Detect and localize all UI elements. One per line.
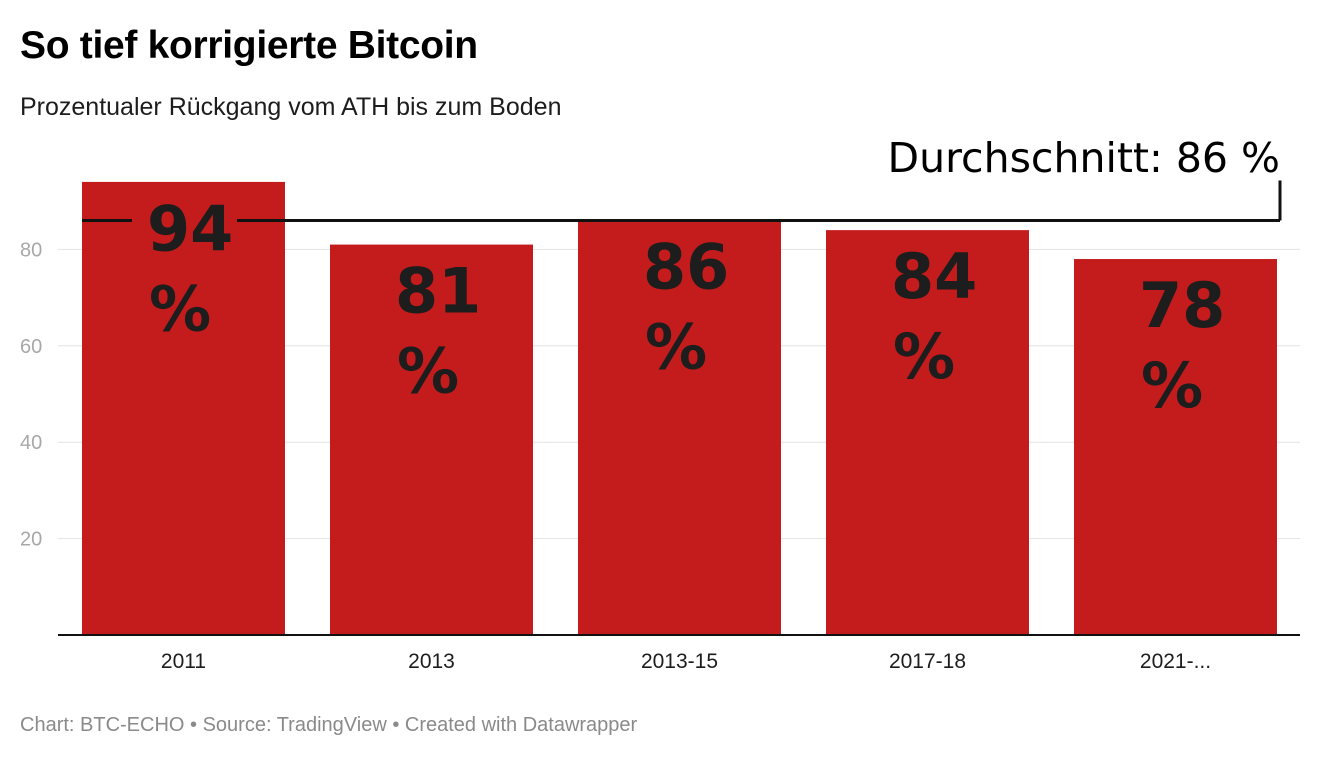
bar-2011 bbox=[82, 181, 285, 636]
value-label-2017-18: 84% bbox=[891, 240, 977, 393]
bar-2013 bbox=[330, 244, 533, 635]
chart-subtitle: Prozentualer Rückgang vom ATH bis zum Bo… bbox=[20, 93, 562, 121]
value-label-2013-15: 86% bbox=[643, 230, 729, 383]
y-tick-label-80: 80 bbox=[20, 239, 42, 261]
x-tick-label-2013: 2013 bbox=[408, 650, 455, 673]
bar-2013-15 bbox=[578, 220, 781, 636]
average-annotation-label: Durchschnitt: 86 % bbox=[888, 134, 1280, 182]
x-tick-label-2017-18: 2017-18 bbox=[889, 650, 966, 673]
x-tick-label-2013-15: 2013-15 bbox=[641, 650, 718, 673]
y-tick-label-40: 40 bbox=[20, 432, 42, 454]
chart-footer-credit: Chart: BTC-ECHO • Source: TradingView • … bbox=[20, 714, 638, 736]
value-label-2013: 81% bbox=[395, 255, 481, 408]
value-labels: 94% 81 % 86 % 84 % 78% bbox=[147, 192, 1225, 422]
chart-title: So tief korrigierte Bitcoin bbox=[20, 24, 478, 67]
x-tick-label-2011: 2011 bbox=[161, 650, 206, 673]
average-annotation: Durchschnitt: 86 % bbox=[82, 134, 1282, 222]
bars bbox=[82, 181, 1277, 636]
value-label-2011: 94% bbox=[147, 192, 233, 345]
bar-2021-... bbox=[1074, 259, 1277, 635]
y-tick-label-60: 60 bbox=[20, 336, 42, 358]
value-label-2021-...: 78% bbox=[1139, 269, 1225, 422]
x-axis-category-labels: 2011 2013 2013-15 2017-18 2021-... bbox=[161, 650, 1211, 673]
y-tick-label-20: 20 bbox=[20, 529, 42, 551]
x-tick-label-2021-...: 2021-... bbox=[1140, 650, 1211, 673]
bar-2017-18 bbox=[826, 230, 1029, 635]
y-axis-tick-labels: 20 40 60 80 bbox=[20, 239, 42, 550]
